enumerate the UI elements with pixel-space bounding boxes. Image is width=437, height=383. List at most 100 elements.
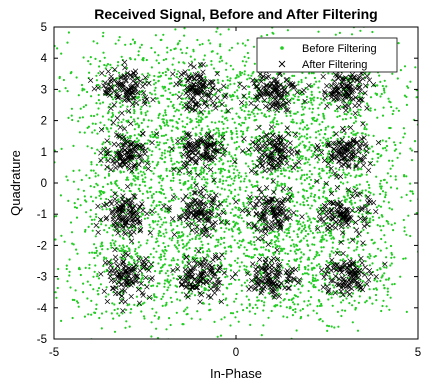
data-point-before bbox=[249, 273, 252, 276]
data-point-before bbox=[371, 215, 374, 218]
data-point-before bbox=[261, 254, 265, 257]
data-point-before bbox=[96, 184, 99, 187]
data-point-before bbox=[184, 180, 187, 184]
data-point-before bbox=[189, 121, 192, 124]
data-point-before bbox=[82, 282, 85, 285]
data-point-before bbox=[162, 232, 165, 235]
data-point-after bbox=[130, 193, 137, 199]
data-point-before bbox=[130, 308, 133, 311]
data-point-before bbox=[321, 120, 324, 124]
data-point-before bbox=[200, 171, 203, 174]
data-point-before bbox=[371, 157, 374, 160]
data-point-before bbox=[310, 72, 313, 75]
data-point-before bbox=[87, 60, 90, 63]
data-point-before bbox=[300, 182, 303, 185]
data-point-before bbox=[271, 181, 274, 184]
series-after-filtering bbox=[87, 42, 388, 314]
data-point-before bbox=[394, 175, 397, 178]
data-point-before bbox=[310, 93, 313, 96]
data-point-before bbox=[300, 155, 303, 158]
data-point-before bbox=[278, 245, 281, 248]
data-point-before bbox=[231, 208, 234, 211]
data-point-before bbox=[240, 217, 243, 220]
data-point-before bbox=[145, 242, 148, 245]
data-point-before bbox=[334, 33, 337, 36]
data-point-before bbox=[228, 94, 231, 97]
data-point-before bbox=[99, 86, 102, 89]
data-point-after bbox=[129, 266, 136, 272]
data-point-before bbox=[308, 281, 311, 284]
data-point-before bbox=[178, 75, 181, 78]
data-point-before bbox=[367, 190, 370, 193]
data-point-before bbox=[308, 218, 311, 221]
data-point-before bbox=[95, 215, 98, 218]
data-point-before bbox=[311, 278, 314, 282]
data-point-before bbox=[251, 185, 254, 188]
data-point-before bbox=[359, 199, 362, 202]
data-point-before bbox=[124, 308, 128, 311]
data-point-before bbox=[382, 200, 385, 203]
data-point-after bbox=[128, 223, 134, 229]
data-point-after bbox=[109, 208, 115, 214]
data-point-before bbox=[281, 266, 284, 269]
data-point-before bbox=[69, 286, 72, 289]
data-point-before bbox=[206, 178, 209, 181]
data-point-before bbox=[369, 24, 371, 26]
data-point-before bbox=[177, 91, 181, 94]
data-point-before bbox=[312, 267, 315, 270]
data-point-before bbox=[181, 246, 185, 249]
data-point-before bbox=[233, 141, 236, 144]
data-point-before bbox=[87, 76, 90, 80]
data-point-before bbox=[169, 179, 173, 182]
data-point-before bbox=[346, 192, 349, 195]
data-point-before bbox=[333, 286, 336, 289]
data-point-before bbox=[378, 267, 382, 270]
data-point-before bbox=[91, 122, 94, 125]
data-point-before bbox=[151, 160, 154, 163]
data-point-before bbox=[71, 118, 74, 122]
data-point-before bbox=[90, 169, 93, 172]
data-point-before bbox=[135, 137, 139, 140]
data-point-before bbox=[234, 127, 238, 130]
data-point-before bbox=[324, 126, 327, 129]
data-point-before bbox=[106, 127, 109, 130]
data-point-before bbox=[260, 234, 264, 237]
data-point-before bbox=[296, 249, 300, 252]
data-point-before bbox=[230, 46, 234, 49]
data-point-before bbox=[199, 169, 202, 172]
data-point-before bbox=[97, 93, 100, 97]
data-point-before bbox=[210, 121, 213, 124]
data-point-before bbox=[157, 161, 160, 164]
data-point-before bbox=[229, 83, 232, 86]
data-point-before bbox=[277, 123, 280, 126]
data-point-before bbox=[133, 134, 136, 137]
data-point-after bbox=[108, 277, 115, 283]
data-point-after bbox=[208, 294, 214, 300]
data-point-before bbox=[176, 173, 179, 176]
data-point-before bbox=[94, 311, 97, 314]
data-point-before bbox=[170, 136, 173, 140]
data-point-before bbox=[174, 28, 177, 31]
data-point-before bbox=[203, 184, 206, 187]
data-point-after bbox=[125, 207, 131, 214]
data-point-before bbox=[144, 114, 147, 117]
data-point-before bbox=[369, 96, 373, 99]
data-point-before bbox=[252, 231, 255, 234]
data-point-after bbox=[131, 163, 137, 170]
data-point-before bbox=[147, 139, 150, 142]
data-point-before bbox=[376, 280, 379, 283]
data-point-after bbox=[193, 182, 199, 188]
data-point-before bbox=[299, 122, 302, 125]
data-point-before bbox=[154, 220, 157, 223]
data-point-before bbox=[164, 258, 167, 261]
data-point-before bbox=[94, 57, 97, 61]
data-point-before bbox=[231, 157, 234, 160]
data-point-before bbox=[101, 23, 103, 25]
data-point-before bbox=[402, 136, 405, 139]
data-point-before bbox=[90, 222, 93, 226]
data-point-before bbox=[184, 182, 187, 185]
data-point-before bbox=[261, 176, 264, 179]
data-point-before bbox=[140, 121, 143, 125]
data-point-before bbox=[55, 215, 58, 218]
data-point-before bbox=[51, 76, 53, 78]
